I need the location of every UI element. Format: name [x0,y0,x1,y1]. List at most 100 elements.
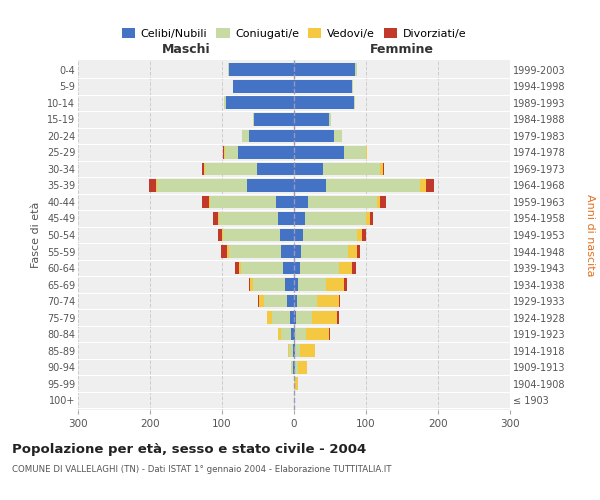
Bar [294,179,326,192]
Bar [254,113,294,126]
Bar [294,196,380,208]
Bar [278,212,294,225]
Bar [224,96,294,110]
Text: COMUNE DI VALLELAGHI (TN) - Dati ISTAT 1° gennaio 2004 - Elaborazione TUTTITALIA: COMUNE DI VALLELAGHI (TN) - Dati ISTAT 1… [12,465,392,474]
Bar [253,113,294,126]
Bar [294,311,296,324]
Bar [294,377,298,390]
Bar [259,294,294,308]
Bar [294,212,370,225]
Bar [266,311,294,324]
Bar [202,196,294,208]
Bar [241,262,294,274]
Bar [294,179,434,192]
Bar [294,146,344,159]
Bar [294,344,315,357]
Bar [294,360,295,374]
Bar [233,80,294,93]
Bar [294,278,347,291]
Bar [221,245,294,258]
Bar [250,130,294,142]
Bar [294,328,306,340]
Bar [248,278,294,291]
Bar [294,64,356,76]
Bar [235,262,294,274]
Bar [294,360,307,374]
Bar [294,179,420,192]
Bar [294,245,359,258]
Bar [224,96,294,110]
Bar [294,278,326,291]
Bar [294,262,356,274]
Bar [229,64,294,76]
Bar [218,228,294,241]
Bar [222,228,294,241]
Bar [238,146,294,159]
Bar [294,311,312,324]
Bar [294,80,353,93]
Bar [294,80,353,93]
Bar [278,328,294,340]
Bar [225,146,294,159]
Bar [293,360,294,374]
Bar [294,278,344,291]
Bar [294,162,380,175]
Legend: Celibi/Nubili, Coniugati/e, Vedovi/e, Divorziati/e: Celibi/Nubili, Coniugati/e, Vedovi/e, Di… [118,24,470,43]
Bar [157,179,294,192]
Bar [294,262,340,274]
Bar [294,360,307,374]
Text: Popolazione per età, sesso e stato civile - 2004: Popolazione per età, sesso e stato civil… [12,442,366,456]
Bar [294,228,302,241]
Bar [294,212,366,225]
Bar [283,262,294,274]
Bar [294,294,340,308]
Bar [286,278,294,291]
Bar [294,130,342,142]
Bar [210,196,294,208]
Bar [205,162,294,175]
Bar [294,80,353,93]
Bar [253,113,294,126]
Bar [227,245,294,258]
Bar [291,360,294,374]
Bar [294,245,356,258]
Bar [294,113,329,126]
Bar [268,311,294,324]
Bar [242,130,294,142]
Bar [294,64,356,76]
Text: Femmine: Femmine [370,43,434,56]
Bar [294,311,337,324]
Bar [294,344,301,357]
Bar [264,294,294,308]
Bar [294,294,338,308]
Text: Maschi: Maschi [161,43,211,56]
Bar [258,294,294,308]
Bar [226,96,294,110]
Bar [294,377,295,390]
Bar [294,179,426,192]
Bar [278,328,294,340]
Bar [247,179,294,192]
Bar [229,245,294,258]
Bar [291,360,294,374]
Bar [233,80,294,93]
Bar [294,212,305,225]
Bar [294,228,362,241]
Bar [257,162,294,175]
Bar [294,196,386,208]
Bar [294,245,301,258]
Bar [294,96,355,110]
Bar [294,130,342,142]
Bar [223,228,294,241]
Bar [294,245,348,258]
Bar [209,196,294,208]
Bar [202,162,294,175]
Bar [294,162,384,175]
Bar [294,146,367,159]
Bar [218,212,294,225]
Bar [272,311,294,324]
Bar [294,294,297,308]
Bar [289,344,294,357]
Bar [294,96,354,110]
Bar [294,344,315,357]
